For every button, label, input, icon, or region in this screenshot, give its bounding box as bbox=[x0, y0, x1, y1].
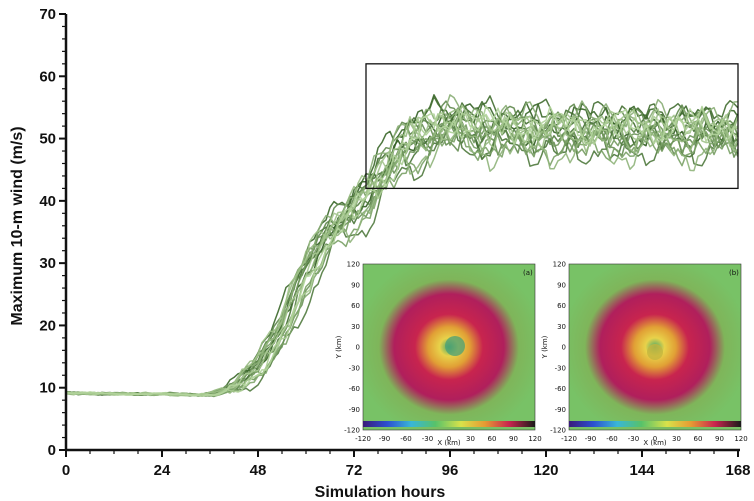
inset-x-tick-label: 30 bbox=[466, 435, 475, 443]
inset-y-tick-label: -120 bbox=[550, 427, 566, 435]
inset-a-yticks: -120 -90 -60 -30 0 30 60 90 120 bbox=[344, 261, 360, 435]
y-tick-label: 60 bbox=[39, 68, 56, 85]
inset-b-yticks: -120 -90 -60 -30 0 30 60 90 120 bbox=[550, 261, 566, 435]
y-tick-label: 20 bbox=[39, 317, 56, 334]
inset-a-ylabel: Y (km) bbox=[335, 335, 343, 359]
x-tick-label: 72 bbox=[346, 462, 363, 479]
y-tick-label: 10 bbox=[39, 380, 56, 397]
inset-b-ylabel: Y (km) bbox=[541, 335, 549, 359]
inset-x-tick-label: 90 bbox=[509, 435, 518, 443]
y-tick-label: 0 bbox=[48, 442, 56, 459]
inset-b-label: (b) bbox=[729, 269, 739, 277]
inset-y-tick-label: 120 bbox=[347, 261, 360, 269]
inset-x-tick-label: -60 bbox=[606, 435, 617, 443]
y-tick-label: 40 bbox=[39, 193, 56, 210]
x-tick-label: 168 bbox=[725, 462, 750, 479]
x-axis-label: Simulation hours bbox=[315, 484, 446, 501]
inset-b-xticks: -120 -90 -60 -30 0 30 60 90 120 bbox=[561, 435, 748, 443]
y-axis-label: Maximum 10-m wind (m/s) bbox=[9, 126, 26, 325]
x-tick-label: 120 bbox=[533, 462, 558, 479]
inset-x-tick-label: 0 bbox=[447, 435, 451, 443]
inset-y-tick-label: 0 bbox=[356, 344, 360, 352]
inset-x-tick-label: 60 bbox=[694, 435, 703, 443]
inset-b: (b) -120 -90 -60 -30 0 30 60 90 120 -120 -90 -60 -3… bbox=[541, 261, 748, 448]
inset-y-tick-label: 120 bbox=[553, 261, 566, 269]
inset-x-tick-label: -30 bbox=[628, 435, 639, 443]
inset-x-tick-label: -120 bbox=[355, 435, 371, 443]
inset-a-xticks: -120 -90 -60 -30 0 30 60 90 120 bbox=[355, 435, 542, 443]
inset-y-tick-label: -60 bbox=[349, 385, 360, 393]
inset-b-xlabel: X (km) bbox=[643, 439, 667, 447]
ensemble-line bbox=[65, 105, 739, 397]
x-tick-label: 96 bbox=[442, 462, 459, 479]
inset-x-tick-label: -90 bbox=[585, 435, 596, 443]
ensemble-lines bbox=[65, 94, 739, 398]
x-tick-label: 48 bbox=[250, 462, 267, 479]
inset-a: (a) -120 -90 -60 -30 0 30 60 90 120 -120 -90 -60 -3… bbox=[335, 261, 542, 448]
inset-x-tick-label: 90 bbox=[715, 435, 724, 443]
inset-y-tick-label: -30 bbox=[555, 364, 566, 372]
inset-y-tick-label: -60 bbox=[555, 385, 566, 393]
highlight-box bbox=[365, 63, 739, 190]
inset-x-tick-label: -120 bbox=[561, 435, 577, 443]
inset-y-tick-label: 30 bbox=[351, 323, 360, 331]
x-tick-label: 24 bbox=[154, 462, 171, 479]
inset-y-tick-label: -90 bbox=[555, 406, 566, 414]
inset-x-tick-label: 60 bbox=[488, 435, 497, 443]
inset-y-tick-label: 60 bbox=[557, 302, 566, 310]
y-tick-label: 50 bbox=[39, 131, 56, 148]
x-tick-label: 144 bbox=[629, 462, 655, 479]
inset-x-tick-label: -30 bbox=[422, 435, 433, 443]
x-tick-label: 0 bbox=[62, 462, 70, 479]
inset-x-tick-label: 120 bbox=[528, 435, 541, 443]
y-ticks: 0 10 20 30 40 50 60 70 bbox=[39, 6, 66, 459]
y-tick-label: 30 bbox=[39, 255, 56, 272]
inset-a-eye bbox=[445, 336, 465, 356]
inset-a-colorbar bbox=[363, 421, 535, 427]
x-ticks: 0 24 48 72 96 120 144 168 bbox=[62, 450, 751, 479]
axes bbox=[64, 14, 740, 452]
inset-x-tick-label: 30 bbox=[672, 435, 681, 443]
inset-x-tick-label: -90 bbox=[379, 435, 390, 443]
inset-x-tick-label: 120 bbox=[734, 435, 747, 443]
inset-b-colorbar bbox=[569, 421, 741, 427]
inset-y-tick-label: 0 bbox=[562, 344, 566, 352]
inset-x-tick-label: -60 bbox=[400, 435, 411, 443]
inset-x-tick-label: 0 bbox=[653, 435, 657, 443]
inset-y-tick-label: 90 bbox=[351, 281, 360, 289]
y-tick-label: 70 bbox=[39, 6, 56, 23]
inset-y-tick-label: -30 bbox=[349, 364, 360, 372]
inset-y-tick-label: 90 bbox=[557, 281, 566, 289]
inset-y-tick-label: 60 bbox=[351, 302, 360, 310]
inset-a-label: (a) bbox=[523, 269, 533, 277]
inset-y-tick-label: 30 bbox=[557, 323, 566, 331]
inset-y-tick-label: -120 bbox=[344, 427, 360, 435]
inset-a-xlabel: X (km) bbox=[437, 439, 461, 447]
inset-b-eye bbox=[647, 344, 663, 360]
inset-y-tick-label: -90 bbox=[349, 406, 360, 414]
